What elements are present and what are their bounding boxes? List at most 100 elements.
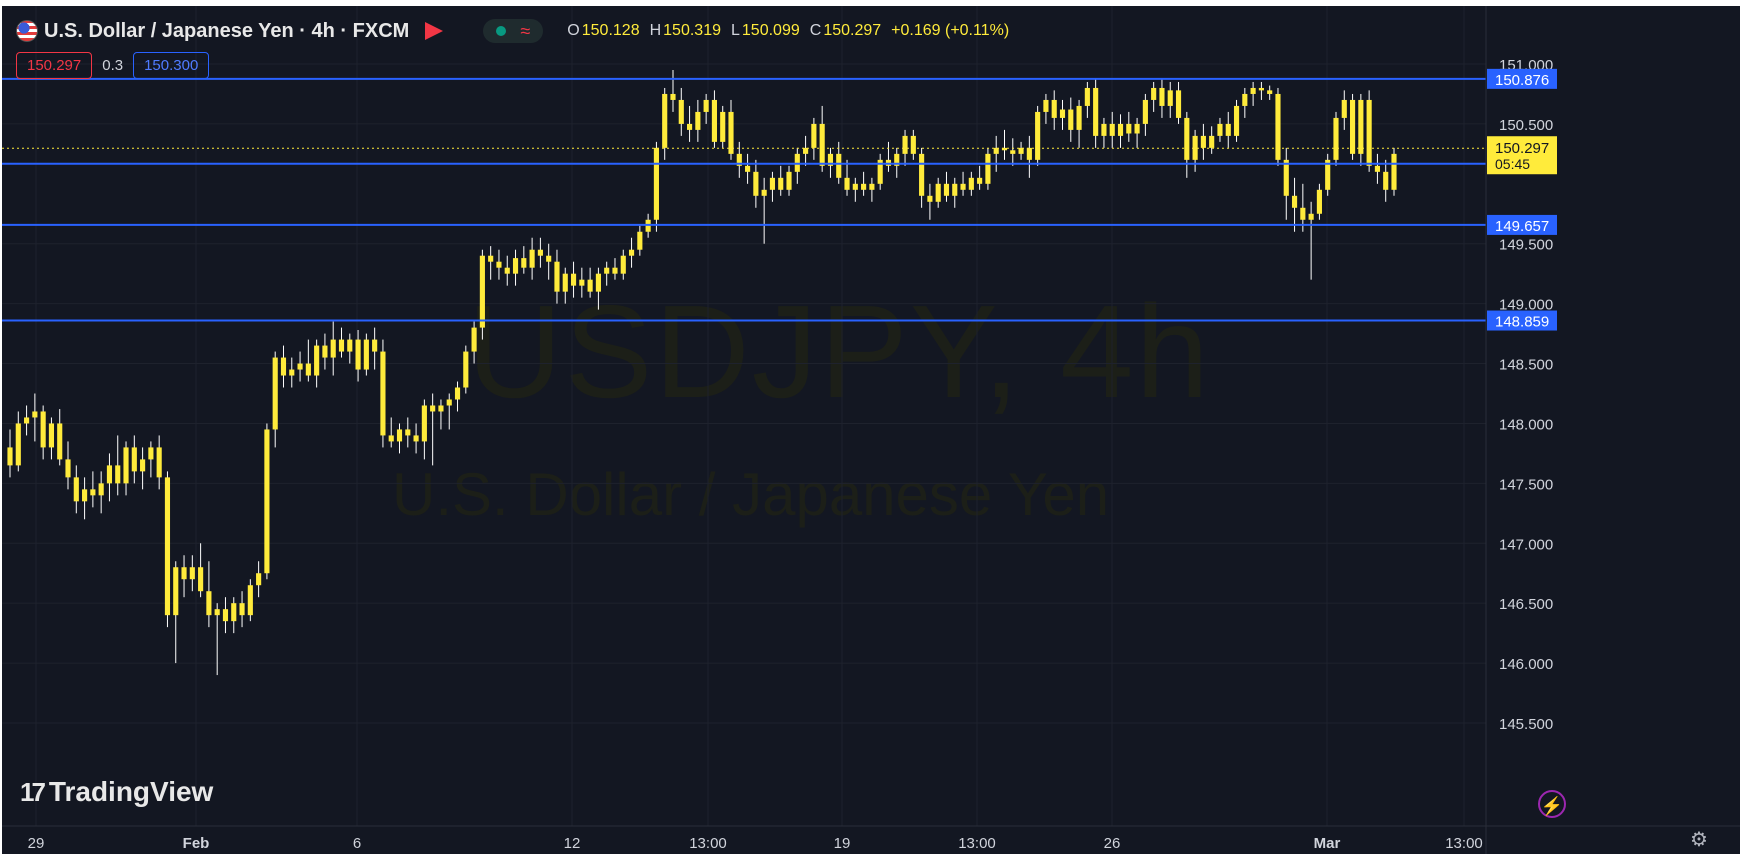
- candle-body: [803, 147, 809, 154]
- watermark-symbol: USDJPY, 4h: [467, 278, 1211, 425]
- status-dot-icon: [496, 26, 507, 36]
- candle-body: [686, 123, 693, 130]
- x-tick-label: 13:00: [689, 835, 727, 852]
- level-price-label: 149.657: [1495, 218, 1549, 235]
- candle-body: [1175, 90, 1182, 118]
- candle-body: [164, 477, 171, 616]
- candle-body: [297, 363, 303, 370]
- candle-body: [1126, 123, 1132, 134]
- x-tick-label: 13:00: [958, 835, 996, 852]
- candle-body: [1217, 123, 1223, 136]
- candle-body: [1225, 123, 1231, 136]
- tradingview-wordmark: TradingView: [48, 776, 214, 807]
- candle-body: [546, 255, 552, 262]
- candle-body: [430, 405, 436, 412]
- candle-body: [1242, 93, 1248, 106]
- candle-body: [363, 339, 369, 370]
- chart-frame[interactable]: USDJPY, 4h U.S. Dollar / Japanese Yen 15…: [2, 6, 1740, 854]
- y-tick-label: 150.500: [1499, 117, 1553, 134]
- candle-body: [662, 93, 668, 148]
- candle-body: [894, 153, 900, 166]
- candle-body: [960, 183, 966, 190]
- level-price-label: 148.859: [1495, 314, 1549, 331]
- countdown-label: 05:45: [1495, 156, 1530, 172]
- x-tick-label: Feb: [183, 835, 210, 852]
- candle-body: [529, 249, 535, 268]
- candle-body: [1291, 195, 1298, 208]
- candle-body: [943, 183, 950, 196]
- candle-body: [396, 429, 403, 442]
- sell-price-button[interactable]: 150.297: [16, 52, 93, 79]
- market-status[interactable]: ≈: [483, 19, 544, 43]
- candle-body: [919, 153, 925, 196]
- candle-body: [48, 423, 55, 448]
- candle-body: [289, 369, 295, 376]
- candle-body: [1308, 213, 1314, 220]
- candle-body: [73, 477, 79, 502]
- settings-icon[interactable]: ⚙: [1690, 829, 1708, 851]
- candle-body: [1134, 123, 1140, 134]
- candle-body: [156, 447, 162, 478]
- candle-body: [1283, 159, 1289, 196]
- candle-body: [678, 99, 684, 124]
- candle-body: [1159, 87, 1165, 106]
- candle-body: [322, 345, 328, 358]
- candle-body: [7, 447, 13, 466]
- candle-body: [1374, 165, 1380, 172]
- price-chart[interactable]: 151.000150.500149.500149.000148.500148.0…: [2, 6, 1740, 854]
- candle-body: [587, 279, 593, 292]
- candle-body: [388, 435, 394, 442]
- candle-body: [968, 177, 974, 190]
- candle-body: [595, 273, 601, 292]
- candle-body: [256, 573, 262, 586]
- candle-body: [620, 255, 626, 274]
- candle-body: [280, 357, 287, 376]
- candle-body: [82, 489, 88, 502]
- buy-price-button[interactable]: 150.300: [133, 52, 210, 79]
- candle-body: [628, 249, 635, 256]
- candle-body: [131, 447, 137, 472]
- candle-body: [463, 351, 469, 388]
- x-tick-label: 12: [564, 835, 581, 852]
- candle-body: [761, 189, 767, 196]
- flag-marker-icon[interactable]: [425, 22, 444, 40]
- candle-body: [1001, 147, 1008, 151]
- candle-body: [1192, 135, 1198, 160]
- candle-body: [1358, 99, 1364, 154]
- candle-body: [239, 603, 245, 616]
- candle-body: [902, 135, 908, 154]
- candle-body: [1391, 153, 1397, 190]
- candle-body: [413, 435, 419, 442]
- candle-body: [753, 171, 759, 196]
- candle-body: [338, 339, 345, 352]
- candle-body: [1383, 171, 1389, 190]
- candle-body: [1209, 135, 1215, 148]
- candle-body: [32, 411, 38, 418]
- candle-body: [612, 267, 618, 274]
- candle-body: [148, 447, 154, 460]
- candle-body: [57, 423, 63, 460]
- candle-body: [1076, 105, 1082, 130]
- watermark-name: U.S. Dollar / Japanese Yen: [392, 461, 1110, 528]
- candle-body: [844, 177, 850, 190]
- candle-body: [1084, 87, 1090, 106]
- flag-icon: [16, 20, 38, 42]
- lightning-icon[interactable]: ⚡: [1538, 790, 1566, 818]
- candle-body: [1142, 99, 1148, 124]
- level-price-label: 150.876: [1495, 72, 1549, 89]
- candle-body: [15, 423, 21, 466]
- candle-body: [198, 567, 204, 592]
- y-tick-label: 148.500: [1499, 357, 1553, 374]
- candle-body: [1325, 159, 1331, 190]
- symbol-title[interactable]: U.S. Dollar / Japanese Yen · 4h · FXCM: [44, 19, 410, 42]
- candle-body: [231, 603, 237, 622]
- candle-body: [1093, 87, 1099, 136]
- candle-body: [554, 261, 560, 292]
- candle-body: [1051, 99, 1057, 118]
- spread-value: 0.3: [102, 57, 124, 74]
- tradingview-logo[interactable]: 17 TradingView: [20, 776, 213, 808]
- candle-body: [827, 153, 834, 166]
- candle-body: [247, 585, 253, 616]
- candle-body: [173, 567, 179, 616]
- candle-body: [1275, 93, 1281, 160]
